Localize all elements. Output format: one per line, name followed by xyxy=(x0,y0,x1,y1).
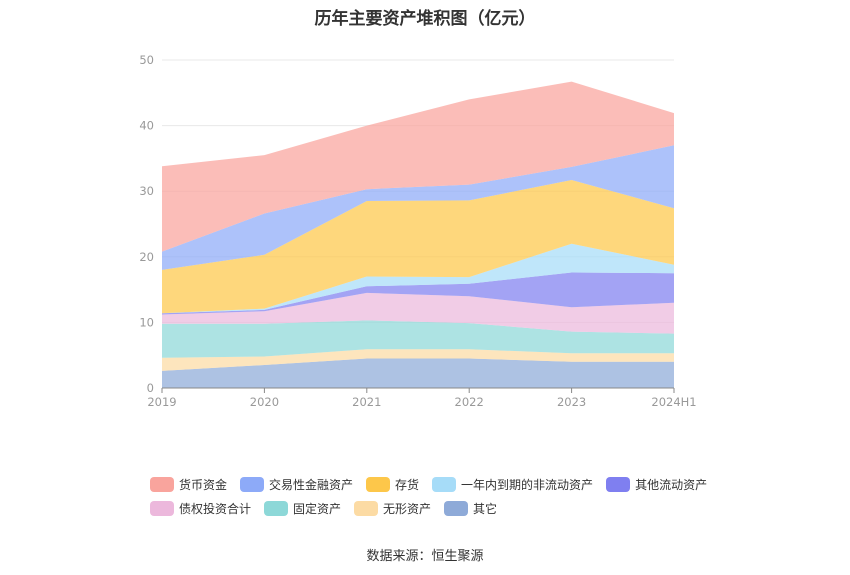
legend-swatch xyxy=(366,476,391,492)
area-series-固定资产 xyxy=(162,320,674,358)
legend-label: 存货 xyxy=(395,477,420,492)
legend-swatch xyxy=(444,500,469,516)
y-tick-label: 30 xyxy=(139,184,154,198)
x-tick-label: 2022 xyxy=(455,395,484,409)
legend-label: 固定资产 xyxy=(293,501,342,516)
x-tick-label: 2019 xyxy=(147,395,176,409)
x-tick-label: 2024H1 xyxy=(651,395,696,409)
legend-item[interactable]: 其它 xyxy=(444,500,497,517)
y-tick-label: 50 xyxy=(139,53,154,67)
legend-item[interactable]: 存货 xyxy=(366,476,419,493)
legend-item[interactable]: 其他流动资产 xyxy=(606,476,707,493)
legend-item[interactable]: 交易性金融资产 xyxy=(240,476,353,493)
legend-swatch xyxy=(606,476,631,492)
area-layer xyxy=(162,81,674,388)
legend-label: 一年内到期的非流动资产 xyxy=(461,477,594,492)
area-series-交易性金融资产 xyxy=(162,145,674,270)
y-tick-label: 20 xyxy=(139,250,154,264)
area-series-其它 xyxy=(162,358,674,388)
legend-label: 其它 xyxy=(473,501,498,516)
x-tick-label: 2020 xyxy=(250,395,279,409)
area-series-一年内到期的非流动资产 xyxy=(162,243,674,314)
legend-label: 交易性金融资产 xyxy=(269,477,354,492)
legend-swatch xyxy=(354,500,379,516)
area-series-货币资金 xyxy=(162,81,674,252)
legend-label: 其他流动资产 xyxy=(635,477,708,492)
legend-row: 债权投资合计 固定资产 无形资产 其它 xyxy=(150,496,750,520)
legend-swatch xyxy=(240,476,265,492)
area-series-无形资产 xyxy=(162,349,674,371)
legend-label: 无形资产 xyxy=(383,501,432,516)
y-tick-label: 10 xyxy=(139,315,154,329)
legend-item[interactable]: 固定资产 xyxy=(264,500,341,517)
x-tick-label: 2021 xyxy=(352,395,381,409)
legend-item[interactable]: 一年内到期的非流动资产 xyxy=(432,476,593,493)
legend-swatch xyxy=(432,476,457,492)
legend: 货币资金 交易性金融资产 存货 一年内到期的非流动资产 其他流动资产债权投资合计 固定资产… xyxy=(150,472,750,520)
y-tick-label: 40 xyxy=(139,119,154,133)
area-series-其他流动资产 xyxy=(162,272,674,315)
legend-swatch xyxy=(150,500,174,516)
legend-item[interactable]: 债权投资合计 xyxy=(150,500,251,517)
area-series-存货 xyxy=(162,180,674,314)
legend-swatch xyxy=(150,476,174,492)
area-series-债权投资合计 xyxy=(162,292,674,334)
axis-layer: 0 10 20 30 40 50 2019 2020 2021 2022 2023 2024H1 xyxy=(139,53,696,409)
legend-item[interactable]: 无形资产 xyxy=(354,500,431,517)
legend-label: 货币资金 xyxy=(179,477,228,492)
legend-swatch xyxy=(264,500,289,516)
x-tick-label: 2023 xyxy=(557,395,586,409)
data-source: 数据来源：恒生聚源 xyxy=(366,549,484,564)
legend-row: 货币资金 交易性金融资产 存货 一年内到期的非流动资产 其他流动资产 xyxy=(150,472,750,496)
y-tick-label: 0 xyxy=(147,381,154,395)
legend-item[interactable]: 货币资金 xyxy=(150,476,227,493)
legend-label: 债权投资合计 xyxy=(179,501,252,516)
chart-title: 历年主要资产堆积图（亿元） xyxy=(314,9,536,29)
